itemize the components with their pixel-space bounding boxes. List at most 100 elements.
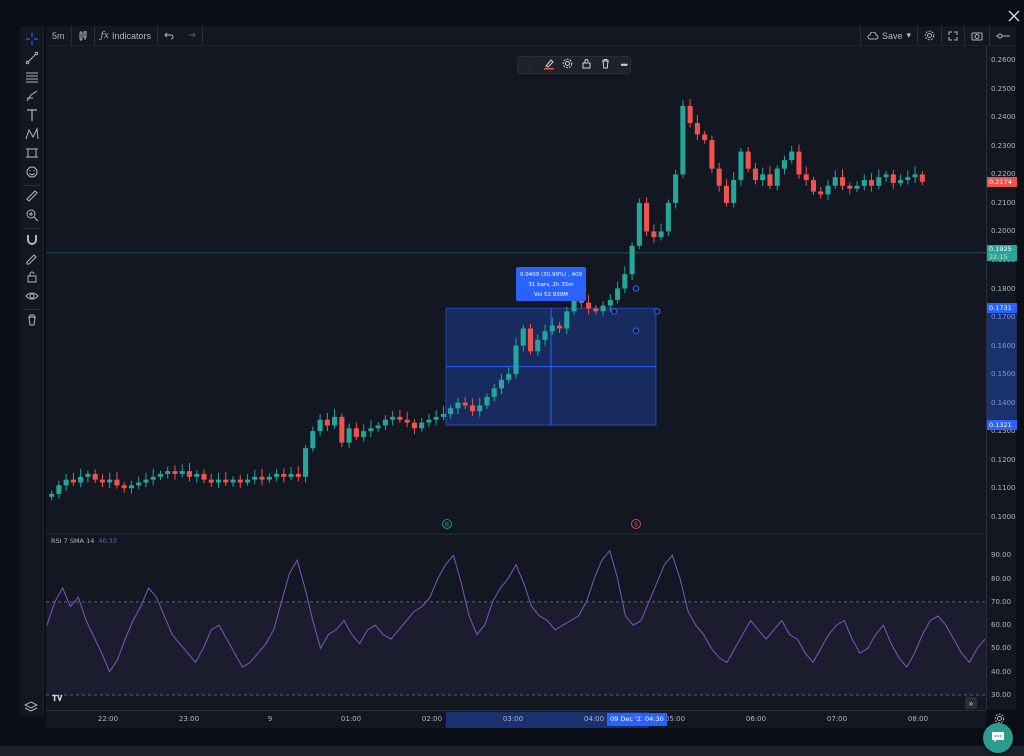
chart-settings-button[interactable] — [917, 25, 941, 46]
candle-body — [404, 419, 410, 423]
sell-marker-label: S — [634, 522, 638, 529]
pattern-tool-button[interactable] — [24, 89, 40, 105]
publish-button[interactable] — [989, 25, 1016, 46]
prediction-tool-button[interactable] — [24, 146, 40, 162]
rsi-legend[interactable]: RSI 7 SMA 14 40.33 — [51, 537, 117, 545]
drawing-float-toolbar: ⋮ ••• — [517, 56, 631, 74]
settings-button[interactable] — [561, 58, 574, 72]
candle-body — [680, 105, 686, 175]
toolbar-divider — [24, 185, 40, 186]
candle-body — [854, 185, 860, 189]
rsi-band-fill — [46, 601, 986, 696]
candle-body — [781, 160, 788, 169]
time-tick-label: 03:00 — [502, 715, 524, 723]
measure-tooltip: 0.0409 (30.99%) , 409 31 bars, 2h 35m Vo… — [516, 267, 586, 301]
candle-body — [506, 374, 512, 380]
chat-button[interactable] — [983, 723, 1013, 753]
candle-body — [593, 308, 599, 312]
scroll-to-realtime-button[interactable]: » — [965, 697, 977, 709]
close-icon[interactable] — [1006, 8, 1022, 24]
lock-drawings-button[interactable] — [24, 270, 40, 286]
hide-drawings-button[interactable] — [24, 289, 40, 305]
candle-body — [767, 174, 773, 186]
candle-body — [310, 431, 316, 449]
candle-body — [339, 416, 345, 443]
candle-body — [99, 479, 105, 483]
chat-icon — [991, 731, 1005, 746]
rsi-line — [46, 549, 986, 673]
candle-body — [687, 105, 693, 124]
toolbar-divider — [24, 309, 40, 310]
delete-button[interactable] — [599, 58, 612, 72]
candle-body — [723, 185, 729, 203]
candle-body — [215, 479, 222, 483]
time-tick-label: 05:00 — [664, 715, 686, 723]
bottom-bar — [0, 746, 1024, 756]
price-tick-label: 0.2100 — [991, 198, 1016, 207]
candle-body — [390, 416, 396, 420]
zoom-tool-button[interactable] — [24, 208, 40, 224]
candle-body — [702, 134, 708, 141]
top-toolbar: 5m ƒx Indicators Save ▾ — [46, 25, 1016, 46]
candle-body — [542, 331, 548, 340]
fullscreen-button[interactable] — [941, 25, 964, 46]
redo-button[interactable] — [180, 25, 203, 46]
candle-body — [549, 325, 555, 332]
candle-body — [919, 174, 925, 182]
crosshair-tool-button[interactable] — [24, 32, 40, 48]
time-axis[interactable]: 22:00 23:00 9 01:00 02:00 03:00 04:00 05:00 06:0… — [46, 710, 986, 728]
indicators-label: Indicators — [111, 30, 151, 41]
drag-handle[interactable]: ⋮ — [524, 58, 537, 72]
undo-button[interactable] — [158, 26, 180, 46]
candle-body — [78, 476, 84, 483]
candle-body — [832, 177, 838, 186]
more-icon: ••• — [620, 60, 628, 70]
pattern-xabcd-button[interactable] — [24, 126, 40, 143]
candle-body — [440, 414, 446, 417]
chart-type-button[interactable] — [72, 25, 95, 46]
candle-body — [179, 471, 185, 474]
chevron-down-icon: ▾ — [906, 30, 911, 40]
range-start-time-label: 09 Dec '22 — [607, 713, 649, 726]
range-end-time-label: 04:30 — [642, 713, 667, 726]
time-tick-label: 02:00 — [421, 715, 443, 723]
time-tick-label: 07:00 — [826, 715, 848, 723]
trendline-tool-button[interactable] — [24, 51, 40, 67]
magnet-button[interactable] — [24, 232, 40, 248]
axis-settings-button[interactable] — [994, 713, 1006, 725]
rsi-tick-label: 50.00 — [991, 644, 1012, 653]
candle-body — [716, 168, 722, 186]
stay-drawing-button[interactable] — [24, 251, 40, 267]
indicators-button[interactable]: ƒx Indicators — [95, 25, 158, 46]
rsi-title: RSI 7 SMA 14 — [51, 537, 95, 545]
fib-tool-button[interactable] — [24, 70, 40, 86]
last-price-label: 0.2174 — [987, 176, 1017, 187]
color-button[interactable] — [543, 58, 556, 72]
candle-body — [520, 328, 526, 346]
object-tree-button[interactable] — [23, 700, 39, 714]
candle-body — [448, 408, 454, 415]
price-tick-label: 0.1600 — [991, 341, 1016, 350]
interval-button[interactable]: 5m — [46, 25, 72, 46]
remove-drawings-button[interactable] — [24, 313, 40, 329]
measure-tool-button[interactable] — [24, 189, 40, 205]
candle-body — [876, 177, 882, 186]
more-button[interactable]: ••• — [617, 58, 630, 72]
icon-tool-button[interactable] — [24, 165, 40, 181]
lock-button[interactable] — [580, 58, 593, 72]
candle-body — [426, 419, 432, 423]
fib-icon — [25, 70, 39, 87]
text-tool-button[interactable] — [24, 108, 40, 124]
candle-body — [818, 191, 824, 195]
candle-body — [912, 174, 918, 178]
toolbar-divider — [24, 228, 40, 229]
price-tick-label: 0.1000 — [991, 512, 1016, 521]
price-axis[interactable]: 0.2600 0.2500 0.2400 0.2300 0.2200 0.2100 0.20… — [986, 46, 1017, 710]
save-button[interactable]: Save ▾ — [859, 25, 917, 46]
measure-volume: Vol 52.939M — [534, 292, 568, 298]
gear-icon — [994, 713, 1005, 727]
snapshot-button[interactable] — [964, 25, 989, 46]
candles-icon — [78, 30, 88, 41]
